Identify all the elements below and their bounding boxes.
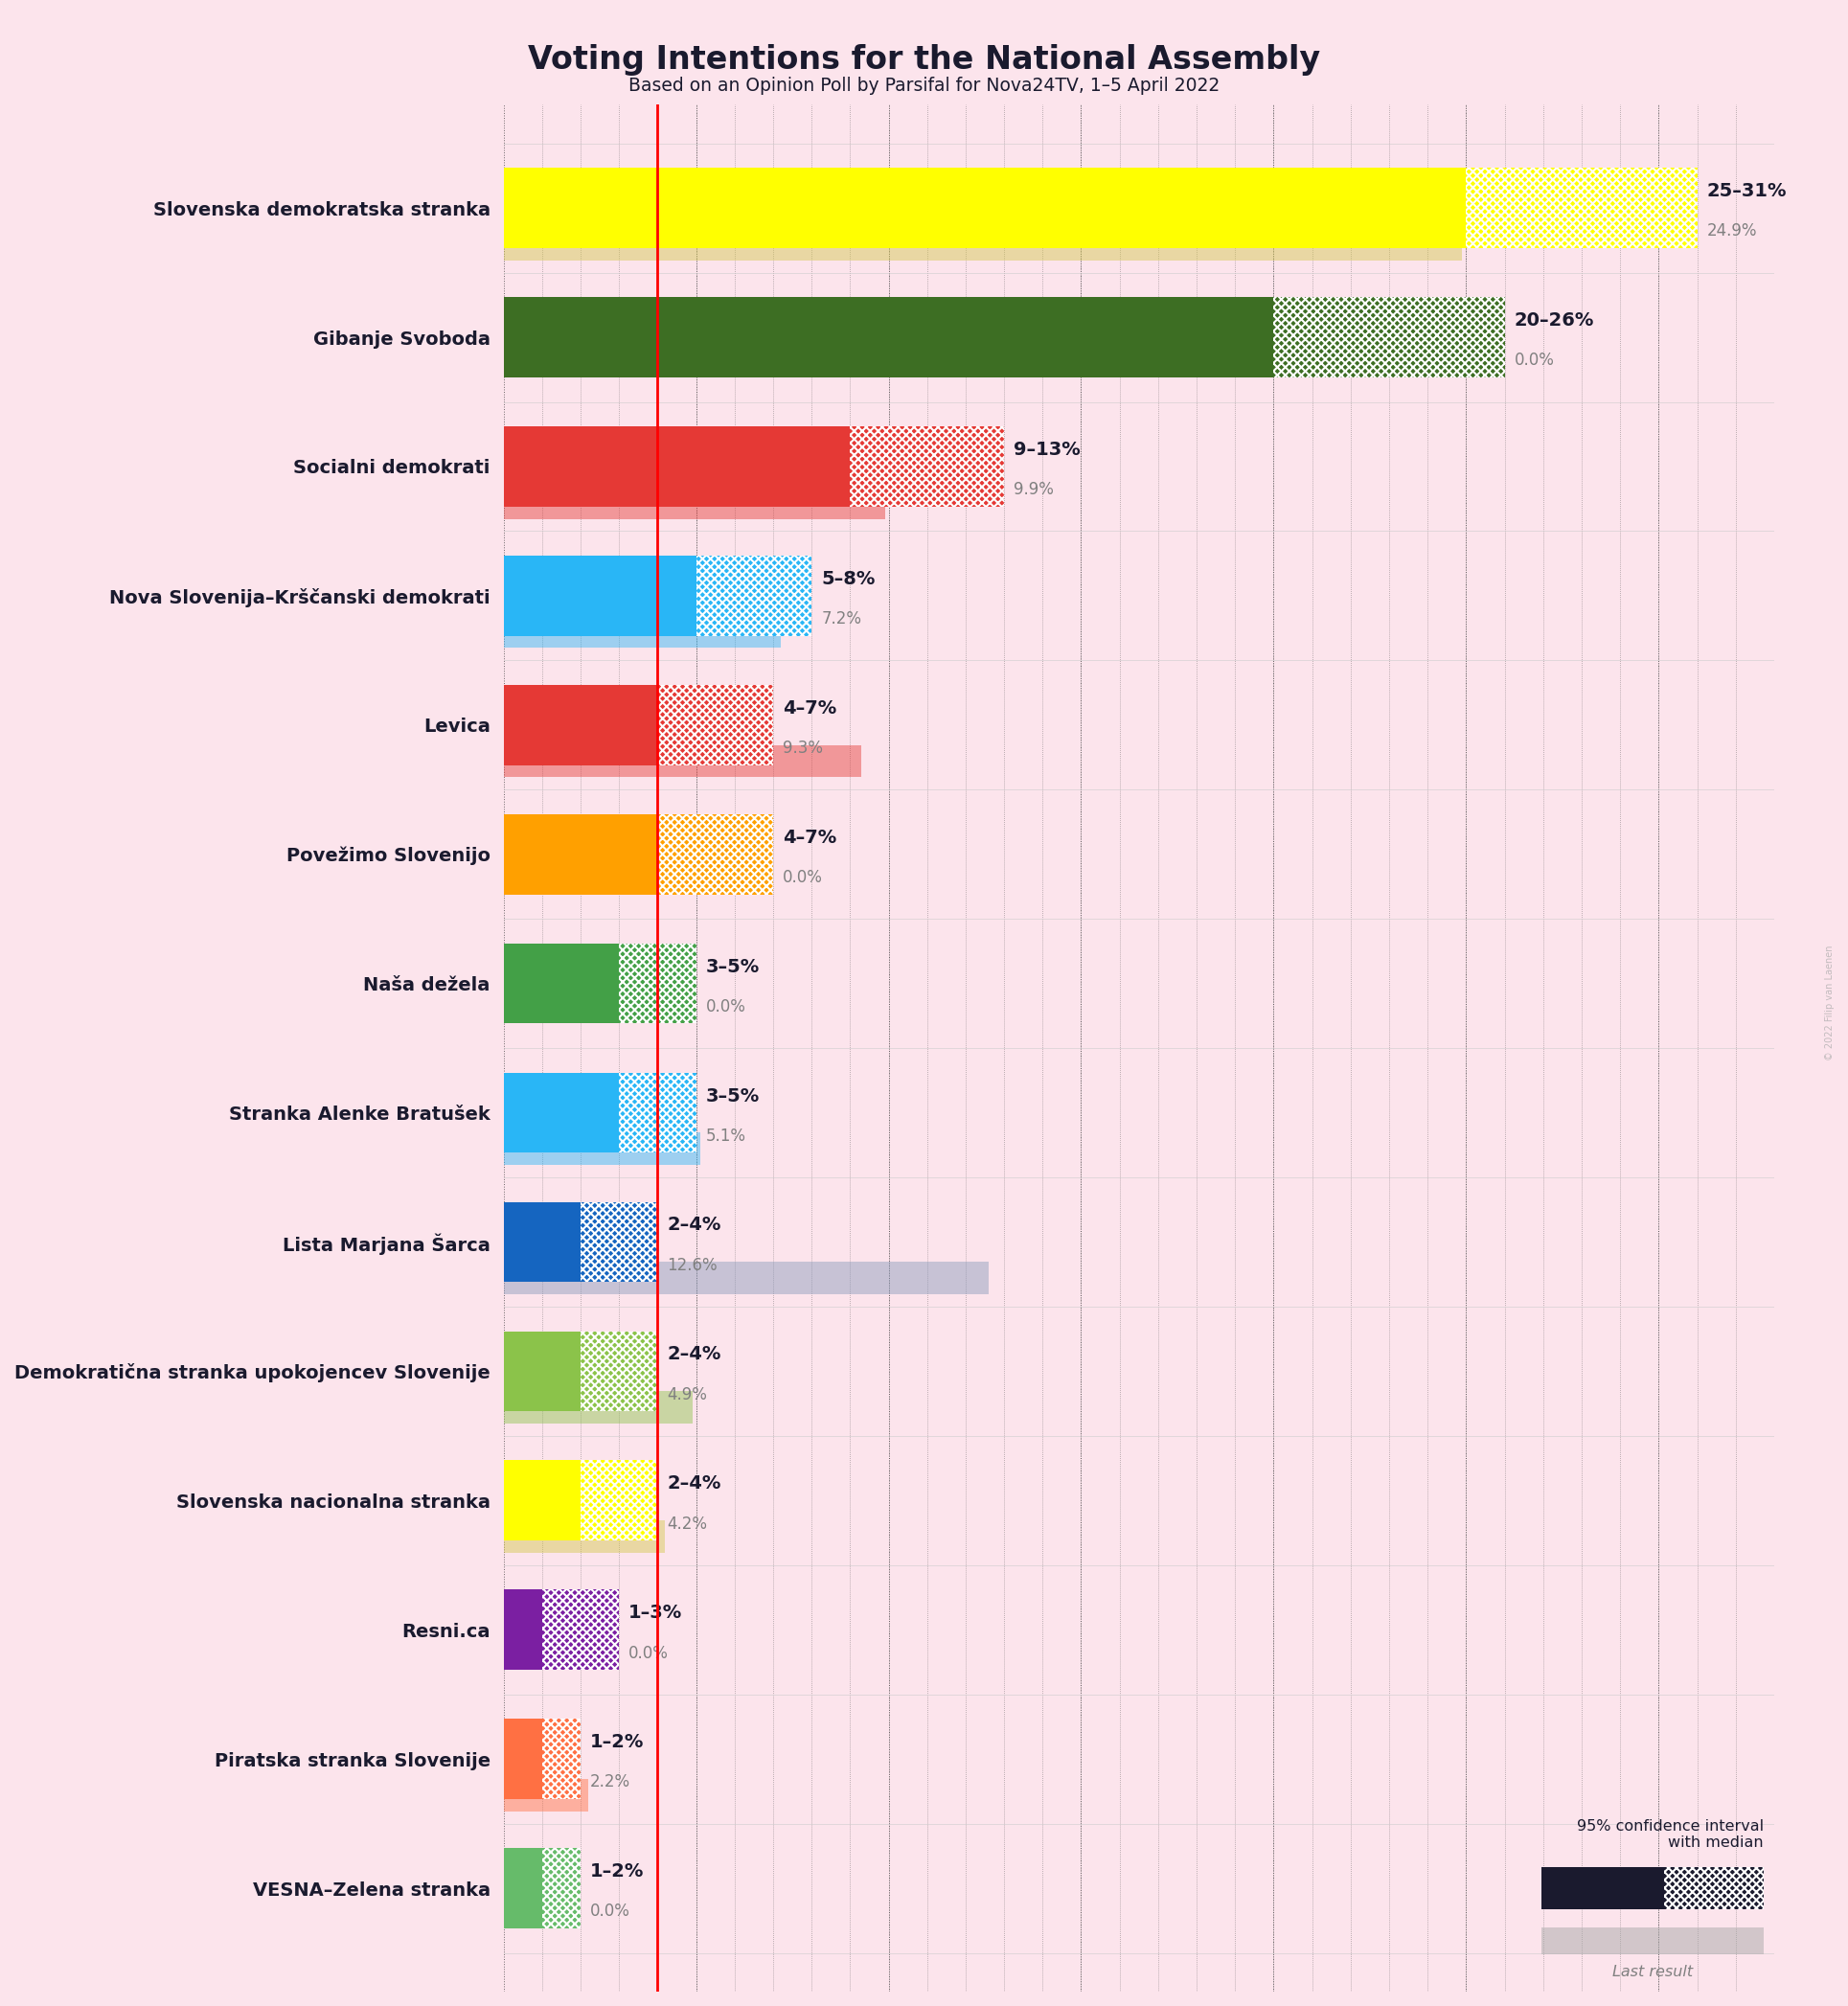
Bar [541,1719,580,1799]
Text: 2.2%: 2.2% [590,1773,630,1791]
Bar [503,1133,700,1165]
Text: 4–7%: 4–7% [784,700,837,718]
Bar [697,556,811,636]
Bar [503,1073,619,1153]
Text: 12.6%: 12.6% [667,1256,717,1274]
Bar [503,616,782,648]
Text: Last result: Last result [1611,1966,1693,1980]
Bar [503,814,658,895]
Bar [503,1589,541,1669]
Text: 5–8%: 5–8% [821,570,876,588]
Text: 2–4%: 2–4% [667,1474,721,1492]
Text: 1–2%: 1–2% [590,1733,645,1751]
Text: 24.9%: 24.9% [1708,223,1757,241]
Bar [1541,1868,1663,1910]
Bar [503,485,885,520]
Bar [503,1848,541,1928]
Text: 1–2%: 1–2% [590,1862,645,1880]
Bar [503,169,1465,249]
Bar [658,814,772,895]
Bar [503,1779,588,1811]
Bar [580,1332,658,1412]
Text: 9–13%: 9–13% [1015,441,1081,459]
Text: 4.2%: 4.2% [667,1515,708,1533]
Bar [503,229,1462,261]
Bar [503,1390,693,1424]
Bar [619,1073,697,1153]
Bar [503,1521,665,1553]
Bar [503,427,850,508]
Text: 20–26%: 20–26% [1514,311,1595,329]
Text: 2–4%: 2–4% [667,1346,721,1364]
Bar [503,1460,580,1541]
Text: 0.0%: 0.0% [628,1645,669,1661]
Bar [1273,297,1504,377]
Bar [541,1848,580,1928]
Bar [503,1719,541,1799]
Bar [1663,1868,1763,1910]
Bar [1541,1928,1763,1954]
Text: 0.0%: 0.0% [1514,351,1554,369]
Bar [503,297,1273,377]
Text: 25–31%: 25–31% [1708,183,1787,201]
Text: 0.0%: 0.0% [784,869,822,887]
Bar [580,1460,658,1541]
Text: 0.0%: 0.0% [590,1904,630,1920]
Text: 3–5%: 3–5% [706,1087,760,1105]
Bar [658,684,772,764]
Text: Based on an Opinion Poll by Parsifal for Nova24TV, 1–5 April 2022: Based on an Opinion Poll by Parsifal for… [628,76,1220,94]
Text: 2–4%: 2–4% [667,1216,721,1234]
Text: © 2022 Filip van Laenen: © 2022 Filip van Laenen [1826,945,1835,1061]
Bar [503,1202,580,1282]
Text: 9.3%: 9.3% [784,740,822,756]
Text: 95% confidence interval
with median: 95% confidence interval with median [1576,1819,1763,1850]
Bar [503,684,658,764]
Text: Voting Intentions for the National Assembly: Voting Intentions for the National Assem… [529,44,1319,76]
Bar [850,427,1003,508]
Bar [580,1202,658,1282]
Text: 9.9%: 9.9% [1015,481,1053,497]
Text: 7.2%: 7.2% [821,610,861,628]
Text: 1–3%: 1–3% [628,1605,682,1623]
Text: 0.0%: 0.0% [706,999,747,1015]
Text: 4.9%: 4.9% [667,1386,708,1402]
Text: 5.1%: 5.1% [706,1127,747,1145]
Bar [503,556,697,636]
Bar [503,1332,580,1412]
Text: 4–7%: 4–7% [784,828,837,847]
Bar [541,1589,619,1669]
Bar [619,943,697,1023]
Bar [503,943,619,1023]
Bar [503,744,861,776]
Text: 3–5%: 3–5% [706,957,760,975]
Bar [503,1262,989,1294]
Bar [1465,169,1696,249]
